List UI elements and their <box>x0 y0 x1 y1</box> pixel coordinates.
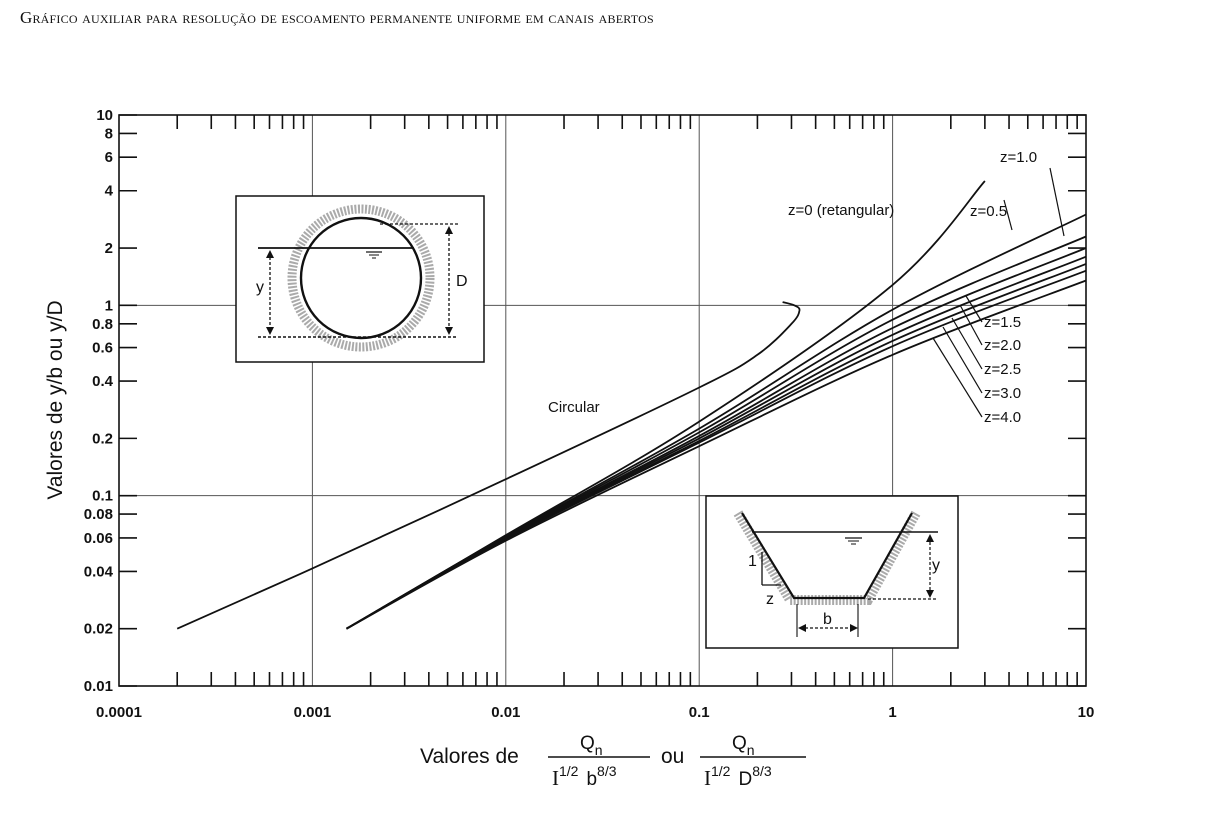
label-z20: z=2.0 <box>984 337 1021 354</box>
y-tick-label: 0.8 <box>92 316 113 333</box>
x-axis-frac2-denom: I1/2 D8/3 <box>704 763 772 790</box>
label-z25: z=2.5 <box>984 361 1021 378</box>
x-tick-label: 0.1 <box>689 704 710 721</box>
y-tick-label: 0.2 <box>92 430 113 447</box>
curve-annotations: Circular z=0 (retangular) z=0.5 z=1.0 z=… <box>548 149 1065 426</box>
inset-trap-slope-1: 1 <box>748 553 757 570</box>
plot-frame <box>118 114 1087 687</box>
inset-trap-slope-z: z <box>766 591 774 608</box>
x-axis-frac1-denom: I1/2 b8/3 <box>552 763 617 790</box>
y-tick-label: 4 <box>105 183 114 200</box>
y-tick-label: 8 <box>105 125 113 142</box>
x-axis-label-prefix: Valores de <box>420 745 519 768</box>
inset-circ-y-label: y <box>256 279 264 296</box>
inset-circular: y D <box>235 195 485 363</box>
y-tick-label: 1 <box>105 297 113 314</box>
series-lines <box>176 180 1087 630</box>
inset-circ-d-label: D <box>456 273 468 290</box>
x-tick-label: 0.0001 <box>96 704 142 721</box>
y-tick-label: 6 <box>105 149 113 166</box>
y-tick-label: 0.4 <box>92 373 114 390</box>
x-tick-label: 1 <box>888 704 896 721</box>
y-tick-label: 2 <box>105 240 113 257</box>
y-tick-label: 0.01 <box>84 678 113 695</box>
inset-trap-b-label: b <box>823 611 832 628</box>
y-tick-label: 0.1 <box>92 488 113 505</box>
label-z0: z=0 (retangular) <box>788 202 894 219</box>
y-tick-label: 10 <box>96 107 113 124</box>
x-axis-label-connector: ou <box>661 745 684 768</box>
x-tick-label: 0.001 <box>294 704 332 721</box>
x-tick-label: 10 <box>1078 704 1095 721</box>
x-tick-label: 0.01 <box>491 704 520 721</box>
inset-trap-y-label: y <box>932 557 940 574</box>
y-tick-label: 0.04 <box>84 563 114 580</box>
series-line-circular <box>176 301 801 630</box>
x-axis-label: Valores de Qn I1/2 b8/3 ou Qn I1/2 D8/3 <box>420 733 806 790</box>
x-axis-frac1-numer: Qn <box>580 733 603 758</box>
y-tick-label: 0.06 <box>84 530 113 547</box>
label-z40: z=4.0 <box>984 409 1021 426</box>
label-z30: z=3.0 <box>984 385 1021 402</box>
y-tick-label: 0.6 <box>92 340 113 357</box>
label-z10: z=1.0 <box>1000 149 1037 166</box>
page-title: Gráfico auxiliar para resolução de escoa… <box>20 8 654 27</box>
y-tick-label: 0.02 <box>84 621 113 638</box>
y-tick-label: 0.08 <box>84 506 113 523</box>
label-z15: z=1.5 <box>984 314 1021 331</box>
label-circular: Circular <box>548 399 600 416</box>
y-axis-label: Valores de y/b ou y/D <box>44 300 67 499</box>
x-axis-frac2-numer: Qn <box>732 733 755 758</box>
series-line-z-4-0 <box>346 279 1087 630</box>
label-z05: z=0.5 <box>970 203 1007 220</box>
inset-trapezoidal: 1 z y b <box>705 495 959 649</box>
